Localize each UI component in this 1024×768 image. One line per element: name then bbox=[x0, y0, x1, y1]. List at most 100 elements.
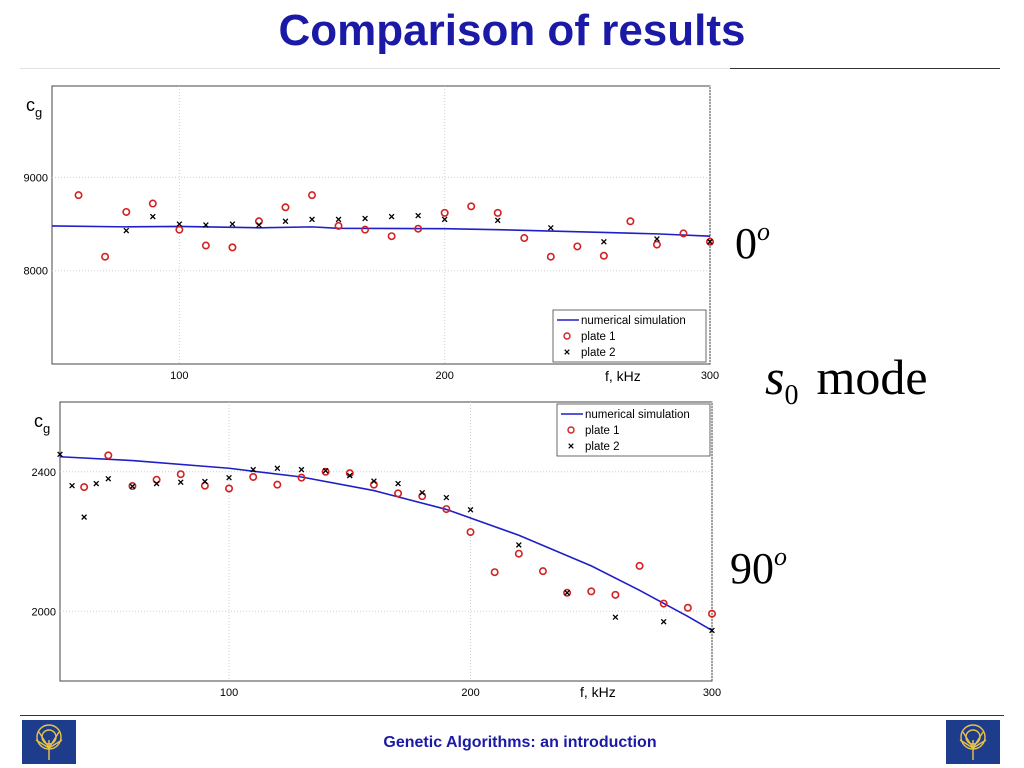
data-point-plate-2 bbox=[123, 227, 130, 234]
data-point-plate-2 bbox=[81, 514, 88, 520]
footer-divider bbox=[20, 715, 1004, 716]
data-point-plate-2 bbox=[250, 466, 257, 473]
angle-bottom-value: 90 bbox=[730, 544, 774, 593]
tree-icon-right bbox=[959, 724, 987, 760]
data-point-plate-2 bbox=[346, 472, 353, 479]
data-point-plate-1 bbox=[74, 191, 83, 200]
data-point-plate-1 bbox=[563, 588, 572, 597]
data-point-plate-1 bbox=[546, 252, 555, 261]
data-point-plate-1 bbox=[201, 241, 210, 250]
x-tick-label: 200 bbox=[435, 370, 453, 382]
data-point-plate-1 bbox=[387, 232, 396, 241]
data-point-plate-2 bbox=[362, 215, 368, 222]
data-point-plate-2 bbox=[564, 589, 570, 596]
data-point-plate-2 bbox=[256, 222, 262, 228]
slide-title: Comparison of results bbox=[278, 6, 746, 55]
data-point-plate-1 bbox=[659, 599, 668, 608]
data-point-plate-2 bbox=[57, 451, 63, 458]
angle-top-value: 0 bbox=[735, 219, 757, 268]
data-point-plate-1 bbox=[573, 242, 582, 251]
data-point-plate-2 bbox=[335, 216, 342, 223]
y-axis-label-subscript: g bbox=[43, 421, 50, 436]
data-point-plate-1 bbox=[334, 221, 343, 230]
x-tick-label: 200 bbox=[461, 687, 479, 699]
data-point-plate-1 bbox=[635, 561, 644, 570]
mode-word: mode bbox=[816, 349, 928, 405]
data-point-plate-1 bbox=[297, 473, 306, 482]
data-point-plate-1 bbox=[273, 480, 282, 489]
tree-icon-left bbox=[35, 724, 63, 760]
data-point-plate-1 bbox=[321, 467, 330, 476]
data-point-plate-2 bbox=[612, 614, 619, 621]
data-point-plate-1 bbox=[394, 489, 403, 498]
data-point-plate-1 bbox=[249, 472, 258, 481]
footer-title: Genetic Algorithms: an introduction bbox=[383, 734, 657, 751]
angle-top-degree: o bbox=[757, 217, 770, 246]
data-point-plate-1 bbox=[599, 251, 608, 260]
data-point-plate-1 bbox=[587, 587, 596, 596]
data-point-plate-1 bbox=[176, 470, 185, 479]
angle-label-top: 0o bbox=[735, 210, 770, 266]
series-line-numerical-simulation bbox=[51, 225, 711, 237]
data-point-plate-2 bbox=[274, 465, 281, 472]
y-axis-label-subscript: g bbox=[35, 105, 42, 120]
data-point-plate-2 bbox=[660, 618, 667, 625]
data-point-plate-2 bbox=[229, 221, 236, 227]
legend-label: numerical simulation bbox=[585, 409, 690, 421]
data-point-plate-1 bbox=[361, 225, 370, 234]
data-point-plate-2 bbox=[388, 213, 395, 220]
legend-swatch-circle bbox=[567, 426, 575, 434]
data-point-plate-1 bbox=[308, 191, 317, 200]
data-point-plate-2 bbox=[176, 221, 183, 227]
data-point-plate-1 bbox=[490, 568, 499, 577]
legend: numerical simulation plate 1 plate 2 bbox=[552, 309, 707, 363]
data-point-plate-1 bbox=[104, 451, 113, 460]
data-point-plate-1 bbox=[228, 243, 237, 252]
data-point-plate-2 bbox=[202, 478, 208, 485]
data-point-plate-2 bbox=[419, 489, 426, 496]
x-tick-label: 100 bbox=[170, 370, 188, 382]
data-point-plate-2 bbox=[177, 479, 184, 486]
y-tick-label: 8000 bbox=[24, 266, 48, 278]
data-point-plate-2 bbox=[371, 478, 377, 485]
data-point-plate-1 bbox=[122, 207, 131, 216]
legend-box bbox=[552, 309, 707, 363]
data-point-plate-2 bbox=[515, 542, 522, 548]
data-point-plate-1 bbox=[148, 199, 157, 208]
title-divider bbox=[730, 68, 1000, 69]
data-point-plate-1 bbox=[705, 237, 714, 246]
logo-left bbox=[22, 720, 76, 764]
legend-swatch-circle bbox=[563, 332, 571, 340]
legend-swatch-x bbox=[568, 443, 574, 449]
y-tick-label: 9000 bbox=[24, 172, 48, 184]
data-point-plate-2 bbox=[153, 480, 160, 487]
y-tick-label: 2400 bbox=[32, 467, 56, 479]
x-tick-label: 100 bbox=[220, 687, 238, 699]
data-point-plate-1 bbox=[225, 484, 234, 493]
data-point-plate-1 bbox=[442, 505, 451, 514]
data-point-plate-2 bbox=[467, 506, 474, 513]
mode-label: s0 mode bbox=[765, 352, 928, 421]
x-tick-label: 300 bbox=[703, 687, 721, 699]
legend-label: numerical simulation bbox=[581, 315, 686, 327]
angle-label-bottom: 90o bbox=[730, 535, 787, 591]
data-point-plate-2 bbox=[93, 480, 100, 487]
data-point-plate-2 bbox=[226, 474, 232, 481]
data-point-plate-1 bbox=[467, 202, 476, 211]
data-point-plate-1 bbox=[175, 225, 184, 234]
data-point-plate-2 bbox=[129, 483, 136, 490]
legend-label: plate 1 bbox=[581, 331, 616, 343]
y-tick-label: 2000 bbox=[32, 606, 56, 618]
data-point-plate-1 bbox=[128, 482, 137, 491]
legend-label: plate 2 bbox=[581, 347, 616, 359]
data-point-plate-2 bbox=[707, 238, 713, 245]
data-point-plate-2 bbox=[654, 236, 660, 242]
data-point-plate-2 bbox=[443, 494, 450, 501]
data-point-plate-2 bbox=[601, 238, 607, 245]
data-point-plate-2 bbox=[203, 222, 209, 228]
data-point-plate-1 bbox=[101, 252, 110, 261]
data-point-plate-1 bbox=[466, 528, 475, 537]
data-point-plate-1 bbox=[514, 549, 523, 558]
